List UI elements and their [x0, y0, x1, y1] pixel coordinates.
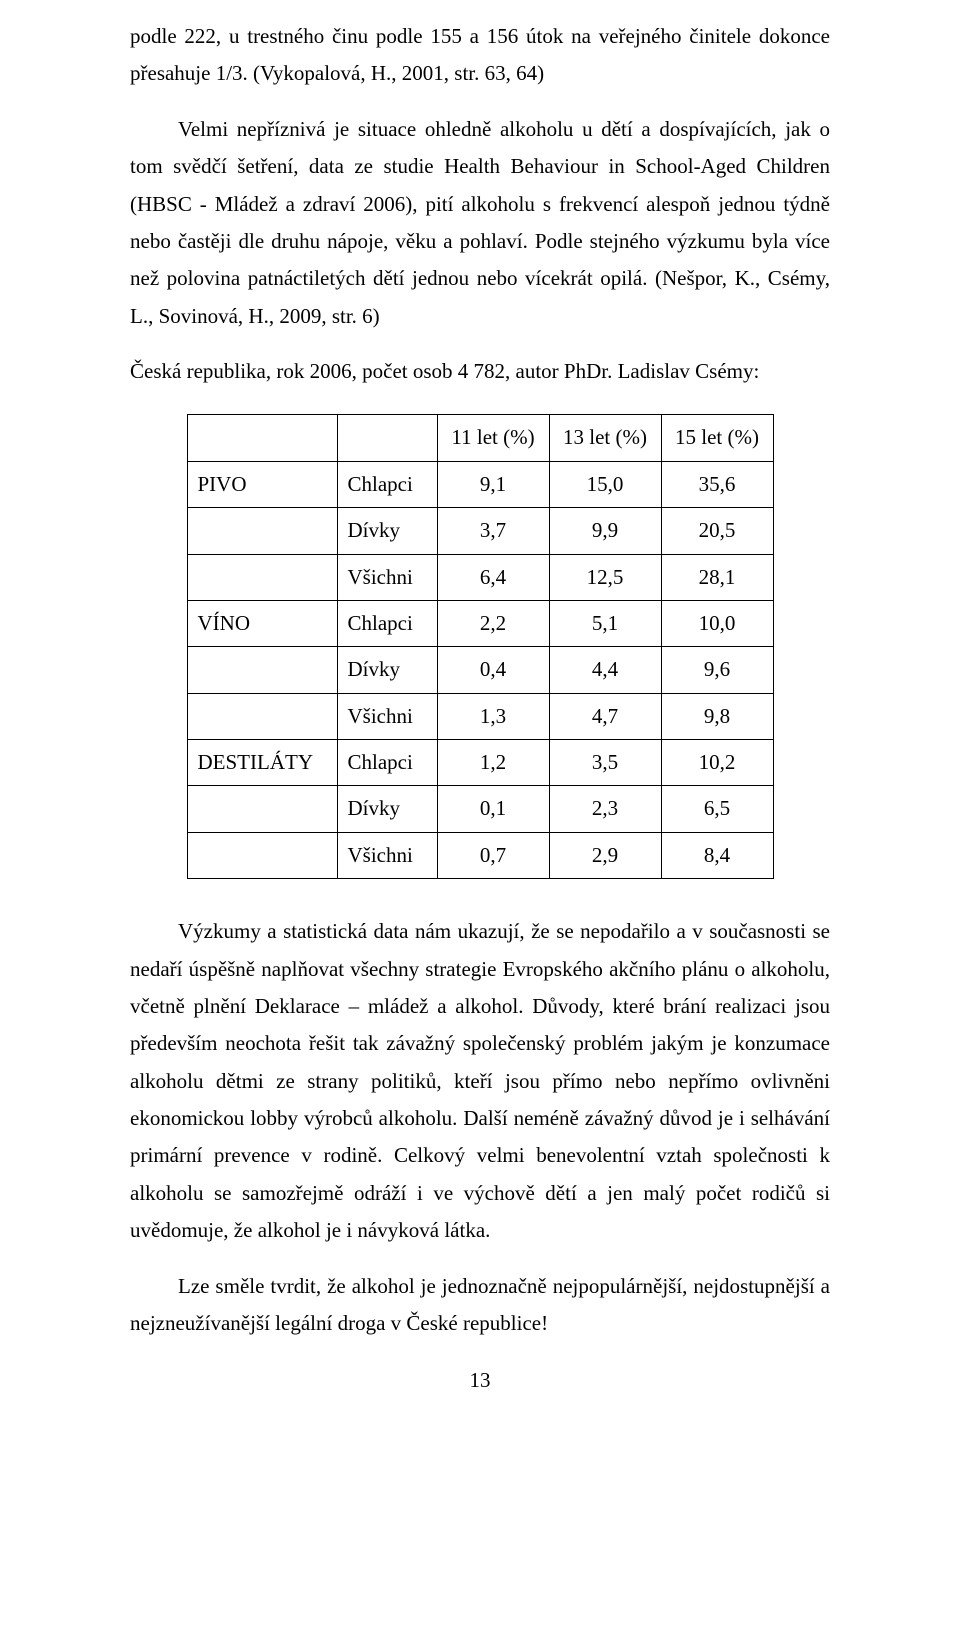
table-row: Dívky 0,4 4,4 9,6 — [187, 647, 773, 693]
cell-value: 3,7 — [437, 508, 549, 554]
cell-category — [187, 693, 337, 739]
table-row: Dívky 0,1 2,3 6,5 — [187, 786, 773, 832]
paragraph-4: Výzkumy a statistická data nám ukazují, … — [130, 913, 830, 1249]
cell-value: 9,8 — [661, 693, 773, 739]
cell-group: Dívky — [337, 647, 437, 693]
cell-value: 28,1 — [661, 554, 773, 600]
table-row: PIVO Chlapci 9,1 15,0 35,6 — [187, 461, 773, 507]
cell-group: Dívky — [337, 786, 437, 832]
cell-category — [187, 508, 337, 554]
cell-group: Chlapci — [337, 600, 437, 646]
cell-value: 4,4 — [549, 647, 661, 693]
cell-value: 10,0 — [661, 600, 773, 646]
cell-value: 2,9 — [549, 832, 661, 878]
cell-group: Chlapci — [337, 461, 437, 507]
cell-value: 6,5 — [661, 786, 773, 832]
table-row: Všichni 1,3 4,7 9,8 — [187, 693, 773, 739]
header-blank-1 — [187, 415, 337, 461]
cell-category — [187, 786, 337, 832]
cell-category — [187, 832, 337, 878]
cell-value: 20,5 — [661, 508, 773, 554]
cell-value: 0,1 — [437, 786, 549, 832]
header-11let: 11 let (%) — [437, 415, 549, 461]
page-number: 13 — [130, 1362, 830, 1399]
alcohol-consumption-table: 11 let (%) 13 let (%) 15 let (%) PIVO Ch… — [187, 414, 774, 879]
cell-category: PIVO — [187, 461, 337, 507]
table-row: Všichni 6,4 12,5 28,1 — [187, 554, 773, 600]
cell-group: Chlapci — [337, 740, 437, 786]
cell-group: Dívky — [337, 508, 437, 554]
cell-group: Všichni — [337, 832, 437, 878]
table-row: VÍNO Chlapci 2,2 5,1 10,0 — [187, 600, 773, 646]
cell-category: VÍNO — [187, 600, 337, 646]
cell-value: 12,5 — [549, 554, 661, 600]
table-row: DESTILÁTY Chlapci 1,2 3,5 10,2 — [187, 740, 773, 786]
paragraph-5: Lze směle tvrdit, že alkohol je jednozna… — [130, 1268, 830, 1343]
header-15let: 15 let (%) — [661, 415, 773, 461]
cell-group: Všichni — [337, 693, 437, 739]
cell-category — [187, 647, 337, 693]
cell-value: 1,3 — [437, 693, 549, 739]
cell-value: 2,3 — [549, 786, 661, 832]
cell-value: 8,4 — [661, 832, 773, 878]
paragraph-2: Velmi nepříznivá je situace ohledně alko… — [130, 111, 830, 335]
cell-value: 5,1 — [549, 600, 661, 646]
cell-value: 15,0 — [549, 461, 661, 507]
cell-group: Všichni — [337, 554, 437, 600]
header-13let: 13 let (%) — [549, 415, 661, 461]
cell-value: 9,9 — [549, 508, 661, 554]
cell-value: 2,2 — [437, 600, 549, 646]
cell-value: 10,2 — [661, 740, 773, 786]
cell-value: 1,2 — [437, 740, 549, 786]
cell-value: 35,6 — [661, 461, 773, 507]
cell-value: 4,7 — [549, 693, 661, 739]
data-table-container: 11 let (%) 13 let (%) 15 let (%) PIVO Ch… — [130, 414, 830, 879]
table-row: Dívky 3,7 9,9 20,5 — [187, 508, 773, 554]
cell-category: DESTILÁTY — [187, 740, 337, 786]
table-header-row: 11 let (%) 13 let (%) 15 let (%) — [187, 415, 773, 461]
cell-value: 6,4 — [437, 554, 549, 600]
cell-value: 9,1 — [437, 461, 549, 507]
cell-value: 3,5 — [549, 740, 661, 786]
document-page: podle 222, u trestného činu podle 155 a … — [0, 0, 960, 1648]
paragraph-1: podle 222, u trestného činu podle 155 a … — [130, 18, 830, 93]
table-row: Všichni 0,7 2,9 8,4 — [187, 832, 773, 878]
header-blank-2 — [337, 415, 437, 461]
cell-value: 0,4 — [437, 647, 549, 693]
cell-value: 0,7 — [437, 832, 549, 878]
cell-category — [187, 554, 337, 600]
cell-value: 9,6 — [661, 647, 773, 693]
paragraph-3: Česká republika, rok 2006, počet osob 4 … — [130, 353, 830, 390]
